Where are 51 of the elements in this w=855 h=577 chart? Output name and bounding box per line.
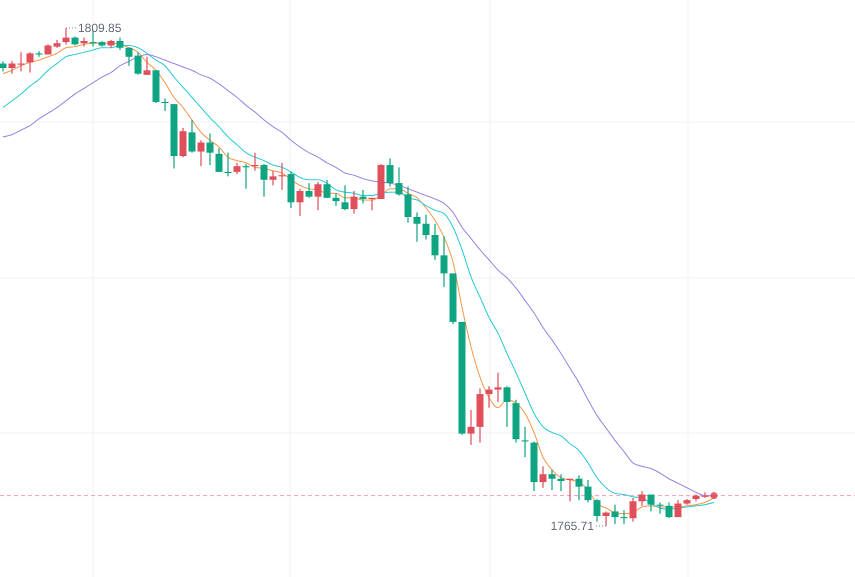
candlestick — [62, 27, 70, 45]
candlestick — [486, 386, 492, 408]
candlestick — [260, 163, 268, 198]
candlestick — [116, 36, 124, 51]
candlestick — [414, 212, 420, 242]
candlestick — [638, 490, 646, 506]
candlestick — [576, 474, 582, 501]
candlestick — [216, 148, 222, 172]
candlestick — [360, 189, 366, 204]
candlestick — [234, 162, 240, 175]
candlestick — [674, 500, 682, 518]
candlestick — [594, 498, 600, 522]
candlestick — [26, 52, 34, 74]
candlestick — [648, 494, 654, 512]
candlestick — [198, 140, 204, 167]
candlestick — [242, 163, 250, 190]
candlestick — [0, 60, 6, 72]
candlestick — [396, 166, 402, 196]
candlestick — [612, 504, 618, 524]
candlestick — [72, 36, 78, 46]
candlestick — [584, 479, 592, 504]
candlestick — [278, 162, 286, 190]
annotation: 1809.85 — [78, 21, 122, 35]
candlestick — [656, 502, 664, 514]
candlestick — [206, 132, 214, 166]
candlestick — [386, 158, 394, 188]
candlestick — [144, 56, 150, 76]
candlestick — [440, 236, 448, 288]
candlestick — [314, 181, 322, 211]
candlestick — [630, 497, 636, 522]
candlestick — [548, 469, 556, 491]
candlestick — [602, 510, 610, 527]
annotation: 1765.71 — [550, 519, 594, 533]
candlestick — [296, 188, 304, 216]
candlestick — [540, 466, 546, 488]
candlestick — [342, 184, 348, 211]
candlestick — [404, 186, 412, 224]
candlestick — [432, 223, 438, 260]
candlestick — [422, 214, 430, 240]
candlestick — [566, 478, 574, 502]
candlestick — [504, 386, 510, 428]
candlestick — [324, 179, 330, 198]
candlestick — [306, 182, 312, 198]
candlestick — [188, 119, 196, 154]
candlestick — [8, 60, 16, 74]
candlestick — [666, 502, 672, 519]
candlestick — [558, 474, 564, 492]
candlestick — [468, 409, 474, 446]
candlestick — [350, 190, 358, 214]
candlestick — [126, 47, 132, 66]
candlestick — [134, 52, 142, 76]
